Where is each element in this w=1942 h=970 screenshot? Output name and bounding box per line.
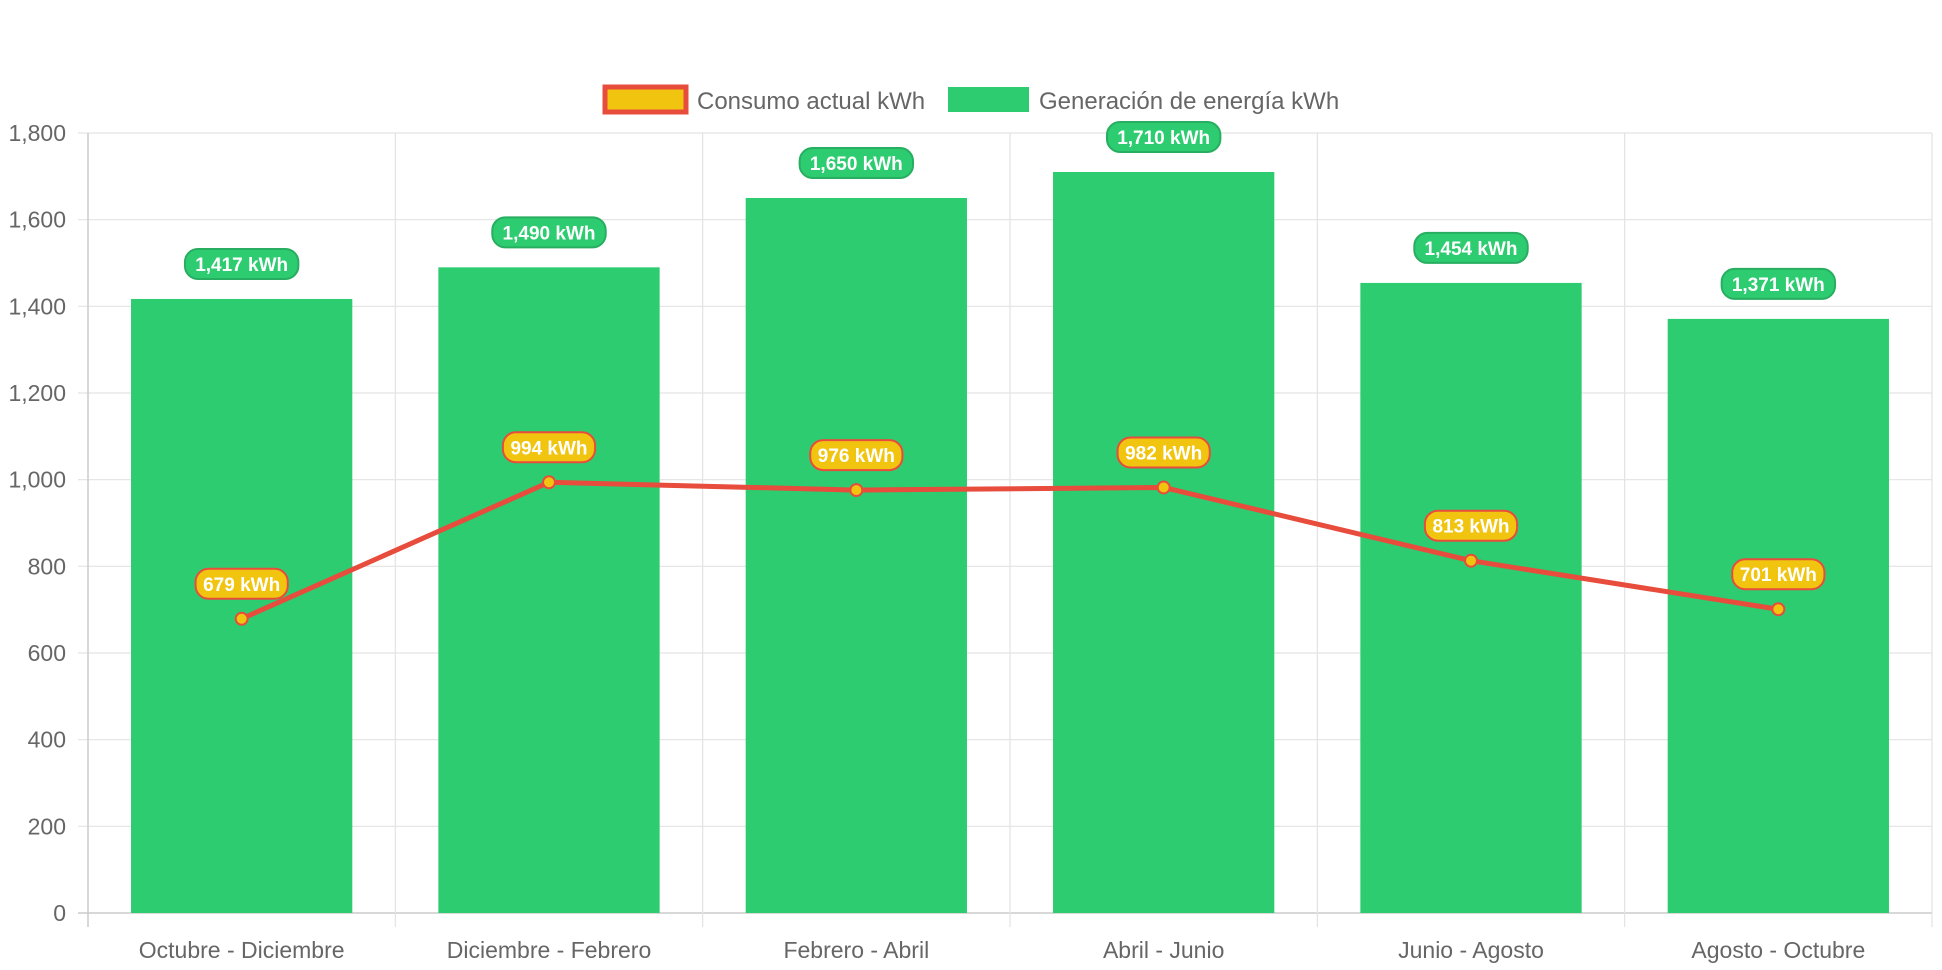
- legend-label-generacion[interactable]: Generación de energía kWh: [1039, 88, 1339, 115]
- bar-value-label: 1,490 kWh: [491, 216, 607, 249]
- bar[interactable]: [131, 298, 353, 913]
- y-tick-label: 600: [28, 640, 66, 666]
- bar-value-label-bg: [183, 247, 300, 280]
- bar-value-label: 1,417 kWh: [183, 247, 300, 280]
- bar-value-label-bg: [798, 147, 915, 179]
- x-tick-label: Diciembre - Febrero: [447, 937, 652, 963]
- bar[interactable]: [1053, 172, 1275, 913]
- line-value-label-text: 994 kWh: [510, 438, 587, 459]
- y-tick-label: 1,600: [8, 207, 66, 233]
- bar-value-label-text: 1,417 kWh: [195, 255, 288, 276]
- y-tick-label: 400: [28, 727, 66, 753]
- legend-swatch-generacion[interactable]: [948, 87, 1029, 112]
- line-value-label-text: 976 kWh: [818, 446, 895, 467]
- data-labels: 1,417 kWh 1,490 kWh 1,650 kWh 1,710 kWh 1,45…: [183, 121, 1837, 600]
- bar-value-label-text: 1,710 kWh: [1117, 128, 1210, 149]
- x-tick-label: Febrero - Abril: [783, 937, 929, 963]
- line-value-label-text: 679 kWh: [203, 575, 280, 596]
- bar-value-label-bg: [1720, 267, 1837, 300]
- x-tick-label: Agosto - Octubre: [1691, 937, 1865, 963]
- bar[interactable]: [745, 198, 967, 913]
- line-value-label-bg: [194, 567, 289, 600]
- bar-value-label: 1,650 kWh: [798, 147, 915, 179]
- legend[interactable]: Consumo actual kWh Generación de energía…: [602, 84, 1339, 115]
- line-value-label-text: 813 kWh: [1432, 517, 1509, 538]
- bar-value-label: 1,710 kWh: [1105, 121, 1222, 153]
- line-point[interactable]: [1156, 480, 1171, 495]
- line-value-label-bg: [1423, 509, 1519, 542]
- axes: 0 200 400 600 800 1,000 1,200 1,400 1,600 1,800 Oc…: [8, 120, 1865, 963]
- bar[interactable]: [1360, 282, 1582, 913]
- legend-swatch-consumo[interactable]: [602, 84, 689, 115]
- y-tick-label: 800: [28, 553, 66, 579]
- bar-value-label-bg: [491, 216, 607, 249]
- bar-value-label-text: 1,650 kWh: [810, 154, 903, 175]
- bar-value-label-text: 1,490 kWh: [503, 223, 596, 244]
- x-tick-label: Junio - Agosto: [1398, 937, 1544, 963]
- x-tick-label: Abril - Junio: [1103, 937, 1224, 963]
- consumo-line: [240, 479, 1779, 622]
- bar-value-label: 1,371 kWh: [1720, 267, 1837, 300]
- line-point[interactable]: [849, 483, 864, 498]
- y-tick-label: 0: [53, 900, 66, 926]
- line-value-label-bg: [1116, 436, 1211, 469]
- line-point[interactable]: [234, 611, 249, 626]
- bar-value-label-bg: [1105, 121, 1222, 153]
- line-point[interactable]: [1464, 553, 1478, 568]
- line-point[interactable]: [1771, 602, 1786, 617]
- y-tick-label: 1,200: [8, 380, 66, 406]
- line-value-label: 976 kWh: [809, 439, 904, 472]
- line-value-label-bg: [501, 431, 597, 464]
- line-value-label: 994 kWh: [501, 431, 597, 464]
- bar-value-label-bg: [1413, 231, 1529, 264]
- bar[interactable]: [438, 267, 660, 913]
- y-tick-label: 1,800: [8, 120, 66, 146]
- bar-value-label-text: 1,371 kWh: [1732, 275, 1825, 296]
- line-series: [234, 475, 1786, 626]
- bar-value-label-text: 1,454 kWh: [1425, 239, 1518, 260]
- legend-label-consumo[interactable]: Consumo actual kWh: [697, 88, 925, 115]
- line-value-label-text: 982 kWh: [1125, 443, 1202, 464]
- line-value-label-bg: [1731, 558, 1826, 591]
- line-point[interactable]: [542, 475, 556, 490]
- line-value-label: 813 kWh: [1423, 509, 1519, 542]
- line-value-label: 701 kWh: [1731, 558, 1826, 591]
- grid: [78, 132, 1933, 927]
- bar-value-label: 1,454 kWh: [1413, 231, 1529, 264]
- line-value-label-text: 701 kWh: [1740, 565, 1817, 586]
- line-value-label: 679 kWh: [194, 567, 289, 600]
- y-tick-label: 200: [28, 813, 66, 839]
- y-tick-label: 1,000: [8, 467, 66, 493]
- y-tick-label: 1,400: [8, 293, 66, 319]
- line-value-label: 982 kWh: [1116, 436, 1211, 469]
- line-value-label-bg: [809, 439, 904, 472]
- x-tick-label: Octubre - Diciembre: [139, 937, 345, 963]
